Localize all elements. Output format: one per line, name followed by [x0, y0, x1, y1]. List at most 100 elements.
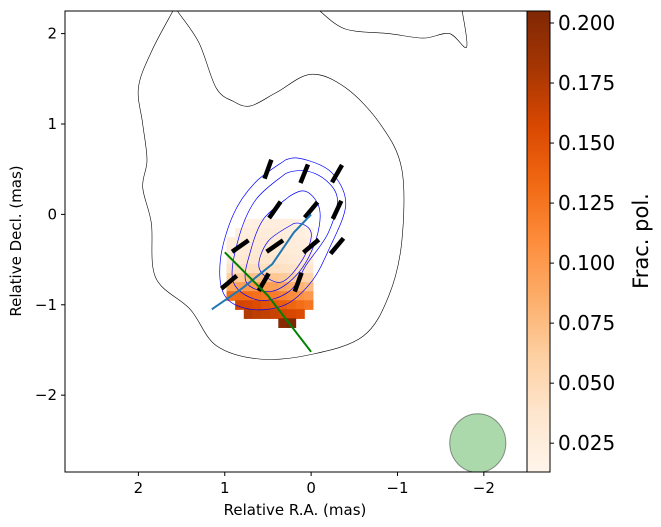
heatmap-pixel — [235, 282, 245, 292]
heatmap-pixel — [304, 282, 314, 292]
heatmap-pixel — [252, 255, 262, 265]
y-tick-label: −2 — [35, 386, 57, 404]
heatmap-pixel — [304, 236, 314, 247]
heatmap-pixel — [235, 246, 245, 256]
heatmap-pixel — [252, 300, 262, 310]
heatmap-pixel — [243, 282, 253, 292]
heatmap-pixel — [286, 282, 297, 292]
heatmap-pixel — [261, 236, 271, 247]
heatmap-pixel — [278, 264, 288, 274]
heatmap-pixel — [261, 282, 271, 292]
heatmap-pixel — [278, 318, 288, 328]
heatmap-pixel — [278, 218, 288, 229]
evpa-stick — [330, 199, 344, 220]
plot-frame — [64, 10, 551, 473]
heatmap-pixel — [226, 282, 236, 292]
heatmap-pixel — [286, 218, 297, 229]
heatmap-pixel — [286, 246, 297, 256]
heatmap-pixel — [286, 236, 297, 247]
heatmap-pixel — [235, 236, 245, 247]
heatmap-pixel — [295, 291, 305, 301]
colorbar-tick-label: 0.125 — [558, 191, 615, 215]
heatmap-pixel — [235, 255, 245, 265]
colorbar-tick-label: 0.175 — [558, 71, 615, 95]
heatmap-pixel — [235, 273, 245, 283]
heatmap-pixel — [269, 291, 279, 301]
heatmap-pixel — [295, 236, 305, 247]
colorbar-label: Frac. pol. — [629, 193, 653, 289]
heatmap-pixel — [286, 227, 297, 238]
heatmap-pixel — [252, 273, 262, 283]
heatmap-pixel — [269, 309, 279, 319]
heatmap-pixel — [269, 264, 279, 274]
heatmap-pixel — [252, 227, 262, 238]
colorbar-tick-label: 0.075 — [558, 311, 615, 335]
heatmap-pixel — [304, 264, 314, 274]
x-axis-ticks: 2 1 0 −1 −2 — [134, 472, 495, 497]
heatmap-pixel — [304, 255, 314, 265]
y-tick-label: −1 — [35, 296, 57, 314]
heatmap-pixel — [295, 264, 305, 274]
heatmap-pixel — [235, 300, 245, 310]
heatmap-pixel — [295, 255, 305, 265]
heatmap-pixel — [243, 264, 253, 274]
heatmap-pixel — [243, 246, 253, 256]
beam-ellipse — [449, 413, 507, 472]
heatmap-pixel — [261, 309, 271, 319]
heatmap-pixel — [226, 246, 236, 256]
colorbar-tick-label: 0.100 — [558, 251, 615, 275]
colorbar-tick-label: 0.150 — [558, 131, 615, 155]
heatmap-pixel — [278, 273, 288, 283]
heatmap-pixel — [278, 227, 288, 238]
heatmap-pixel — [243, 218, 253, 229]
heatmap-pixel — [286, 255, 297, 265]
contour-outer-right — [319, 11, 468, 49]
heatmap-pixel — [286, 309, 297, 319]
heatmap-pixel — [252, 309, 262, 319]
plot-area — [137, 11, 507, 472]
colorbar-tick-label: 0.200 — [558, 11, 615, 35]
heatmap-pixel — [269, 273, 279, 283]
colorbar-tick-label: 0.050 — [558, 371, 615, 395]
contour-outer — [137, 11, 405, 360]
heatmap-pixel — [295, 227, 305, 238]
heatmap-pixel — [226, 264, 236, 274]
heatmap-pixel — [226, 236, 236, 247]
heatmap-pixel — [295, 309, 305, 319]
evpa-stick — [298, 163, 311, 184]
heatmap-pixel — [243, 273, 253, 283]
evpa-stick — [267, 200, 283, 220]
heatmap-pixel — [295, 282, 305, 292]
heatmap-pixel — [278, 255, 288, 265]
heatmap-pixel — [269, 227, 279, 238]
line-jet-axis — [211, 213, 312, 311]
beam-circle — [449, 413, 507, 472]
evpa-stick — [262, 159, 274, 180]
heatmap-pixel — [269, 246, 279, 256]
heatmap-pixel — [235, 264, 245, 274]
heatmap-pixel — [252, 264, 262, 274]
x-tick-label: −2 — [473, 479, 495, 497]
heatmap-pixel — [295, 300, 305, 310]
y-tick-label: 0 — [47, 205, 57, 223]
contour-inner-1 — [219, 157, 347, 311]
heatmap-pixel — [261, 227, 271, 238]
heatmap-pixel — [304, 300, 314, 310]
y-tick-label: 2 — [47, 25, 57, 43]
line-perpendicular — [224, 251, 312, 353]
x-tick-label: 2 — [134, 479, 144, 497]
heatmap-pixel — [243, 300, 253, 310]
heatmap-pixel — [235, 291, 245, 301]
evpa-stick — [302, 237, 321, 255]
evpa-stick — [230, 238, 250, 254]
heatmap-pixel — [243, 309, 253, 319]
heatmap-pixel — [278, 246, 288, 256]
heatmap-pixel — [261, 255, 271, 265]
heatmap-pixel — [252, 218, 262, 229]
evpa-stick — [330, 163, 344, 184]
heatmap-pixel — [252, 236, 262, 247]
heatmap-pixel — [252, 246, 262, 256]
heatmap-pixel — [278, 291, 288, 301]
heatmap-pixel — [269, 236, 279, 247]
intensity-contours — [137, 11, 468, 360]
